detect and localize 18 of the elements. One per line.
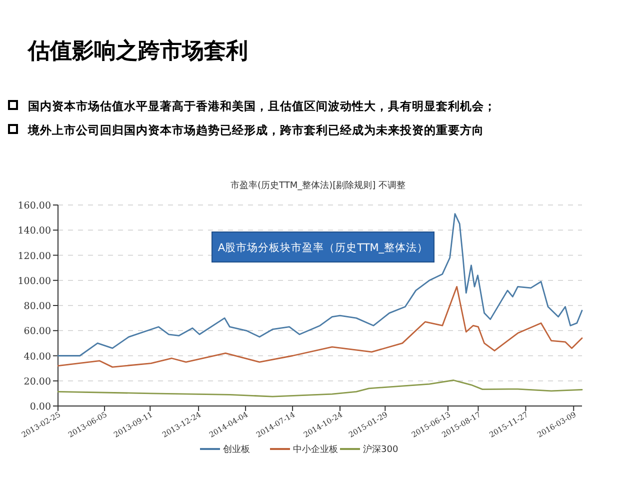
legend-label: 沪深300 bbox=[363, 444, 398, 455]
text: 境外上市公司回归国内资本市场趋势已经形成，跨市套利已经成为未来投资的重要方向 bbox=[27, 123, 484, 137]
chart-title: 估值影响之跨市场套利 bbox=[27, 38, 248, 64]
legend-label: 中小企业板 bbox=[293, 444, 338, 455]
y-tick-label: 160.00 bbox=[18, 200, 51, 212]
y-tick-label: 80.00 bbox=[24, 301, 51, 312]
y-tick-label: 20.00 bbox=[24, 376, 51, 388]
y-tick-label: 40.00 bbox=[24, 351, 51, 362]
legend-label: 创业板 bbox=[223, 444, 250, 455]
annotation: A股市场分板块市盈率（历史TTM_整体法） bbox=[218, 241, 428, 254]
y-tick-label: 140.00 bbox=[18, 226, 51, 237]
y-tick-label: 120.00 bbox=[18, 250, 51, 262]
y-tick-label: 60.00 bbox=[24, 326, 51, 338]
note-box: A股市场分板块市盈率（历史TTM_整体法） bbox=[212, 232, 434, 262]
chart-subtitle: 市盈率(历史TTM_整体法)[剔除规则] 不调整 bbox=[230, 180, 406, 191]
text: 国内资本市场估值水平显著高于香港和美国，且估值区间波动性大，具有明显套利机会； bbox=[28, 99, 496, 113]
y-tick-label: 100.00 bbox=[18, 276, 51, 287]
y-tick-label: 0.00 bbox=[30, 402, 51, 412]
